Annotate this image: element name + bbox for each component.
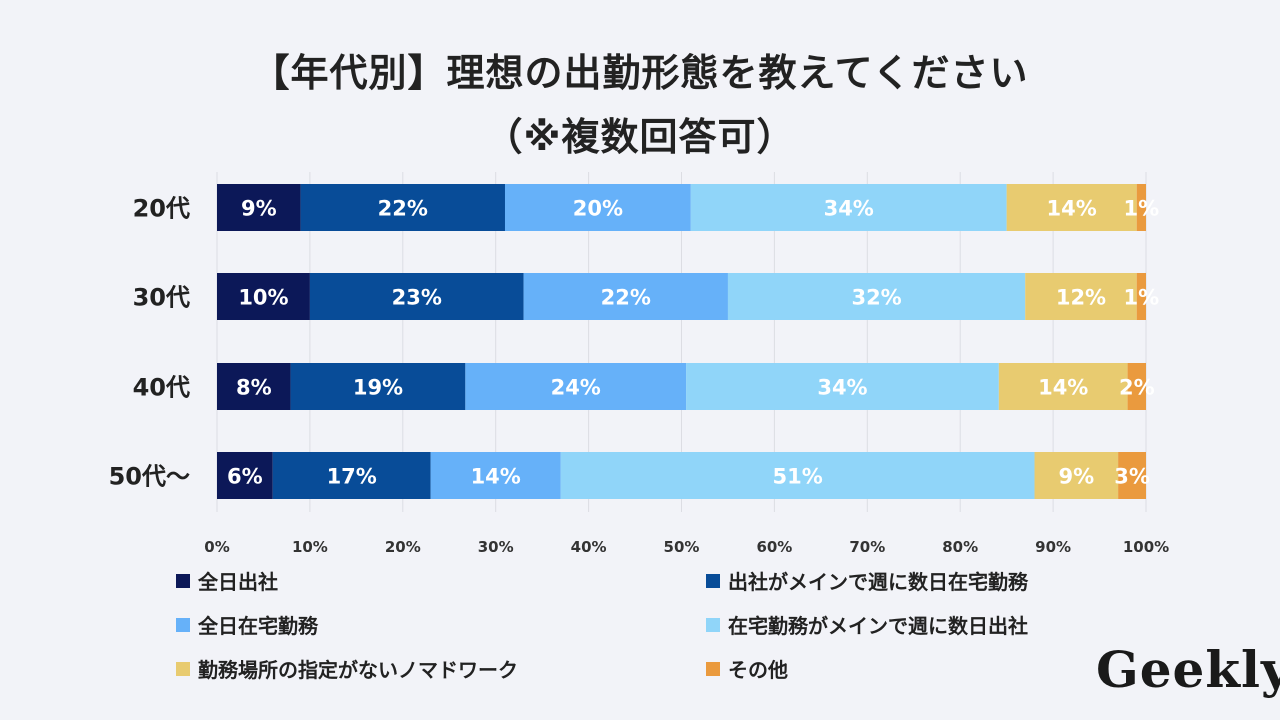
bar-segment [309, 273, 524, 320]
bar-segment [504, 184, 691, 231]
legend-item: 在宅勤務がメインで週に数日出社 [706, 610, 1028, 639]
legend-swatch [176, 617, 190, 632]
x-tick-label: 0% [204, 538, 229, 556]
data-label: 1% [1124, 286, 1160, 310]
bar-segment [1136, 273, 1146, 320]
legend-swatch [176, 573, 190, 588]
x-tick-label: 20% [385, 538, 421, 556]
data-label: 20% [573, 197, 623, 221]
data-label: 17% [327, 465, 377, 489]
data-label: 34% [824, 197, 874, 221]
legend-item: 全日出社 [176, 566, 278, 595]
data-label: 14% [471, 465, 521, 489]
x-tick-label: 50% [664, 538, 700, 556]
bar-segment [998, 363, 1128, 410]
bar-segment [727, 273, 1026, 320]
bar-segment [217, 184, 301, 231]
legend-swatch [706, 661, 720, 676]
legend-label: その他 [728, 658, 788, 682]
bar-segment [217, 452, 273, 499]
legend-item: その他 [706, 654, 788, 683]
category-label: 50代〜 [109, 463, 190, 491]
data-label: 51% [772, 465, 822, 489]
bar-segment [217, 273, 310, 320]
bar-segment [1118, 452, 1146, 499]
bar-segment [1127, 363, 1146, 410]
data-label: 32% [851, 286, 901, 310]
legend-item: 全日在宅勤務 [176, 610, 318, 639]
bar-segment [1025, 273, 1137, 320]
data-label: 19% [353, 376, 403, 400]
data-label: 12% [1056, 286, 1106, 310]
legend-swatch [706, 573, 720, 588]
x-tick-label: 10% [292, 538, 328, 556]
bar-segment [217, 363, 291, 410]
bar-segment [300, 184, 505, 231]
bar-segment [1034, 452, 1119, 499]
legend-label: 出社がメインで週に数日在宅勤務 [728, 570, 1028, 594]
bar-segment [1006, 184, 1137, 231]
data-label: 3% [1114, 465, 1150, 489]
category-label: 20代 [133, 195, 190, 223]
bar-segment [1136, 184, 1146, 231]
legend-label: 在宅勤務がメインで週に数日出社 [728, 614, 1028, 638]
data-label: 24% [551, 376, 601, 400]
legend-label: 全日在宅勤務 [198, 614, 318, 638]
legend-item: 勤務場所の指定がないノマドワーク [176, 654, 518, 683]
bar-segment [272, 452, 431, 499]
x-tick-label: 90% [1035, 538, 1071, 556]
data-label: 9% [241, 197, 277, 221]
geekly-logo: Geekly [1096, 640, 1280, 699]
legend-label: 勤務場所の指定がないノマドワーク [198, 658, 518, 682]
bar-segment [430, 452, 561, 499]
data-label: 6% [227, 465, 263, 489]
x-tick-label: 40% [571, 538, 607, 556]
x-tick-label: 100% [1123, 538, 1169, 556]
bar-segment [560, 452, 1035, 499]
data-label: 23% [392, 286, 442, 310]
bar-segment [523, 273, 728, 320]
legend-swatch [176, 661, 190, 676]
data-label: 1% [1124, 197, 1160, 221]
data-label: 9% [1058, 465, 1094, 489]
x-tick-label: 30% [478, 538, 514, 556]
x-tick-label: 60% [756, 538, 792, 556]
data-label: 10% [238, 286, 288, 310]
category-label: 30代 [133, 284, 190, 312]
category-label: 40代 [133, 374, 190, 402]
bar-segment [690, 184, 1007, 231]
x-tick-label: 70% [849, 538, 885, 556]
bar-segment [686, 363, 999, 410]
data-label: 14% [1038, 376, 1088, 400]
data-label: 22% [378, 197, 428, 221]
legend-swatch [706, 617, 720, 632]
data-label: 2% [1119, 376, 1155, 400]
data-label: 8% [236, 376, 272, 400]
chart-title: 【年代別】理想の出勤形態を教えてください [251, 51, 1029, 95]
data-label: 22% [601, 286, 651, 310]
legend-label: 全日出社 [198, 570, 278, 594]
chart-subtitle: （※複数回答可） [484, 115, 796, 159]
data-label: 34% [817, 376, 867, 400]
bar-segment [290, 363, 466, 410]
legend-item: 出社がメインで週に数日在宅勤務 [706, 566, 1028, 595]
x-tick-label: 80% [942, 538, 978, 556]
bar-segment [465, 363, 687, 410]
data-label: 14% [1047, 197, 1097, 221]
